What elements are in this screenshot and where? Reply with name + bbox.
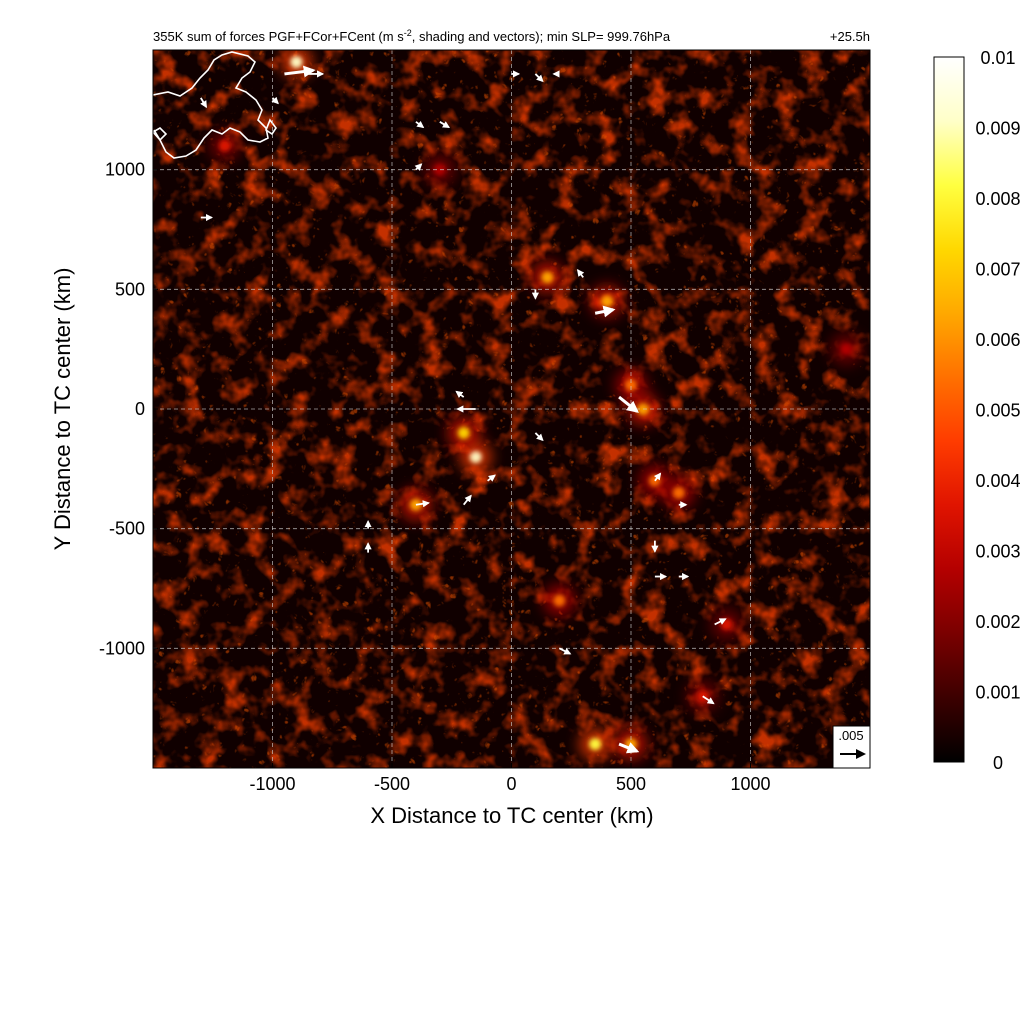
hotspot-core <box>541 271 554 284</box>
colorbar-ticks: 0 0.001 0.002 0.003 0.004 0.005 0.006 0.007 0.00… <box>975 48 1020 773</box>
y-tick-label: -1000 <box>99 638 145 658</box>
colorbar-tick-label: 0.002 <box>975 612 1020 632</box>
x-axis-label: X Distance to TC center (km) <box>370 803 653 828</box>
hotspot-core <box>469 450 482 463</box>
force-vector <box>200 97 207 109</box>
hotspot-core <box>672 486 685 499</box>
force-vector <box>415 120 425 129</box>
colorbar-tick-label: 0.008 <box>975 189 1020 209</box>
force-vector <box>415 500 430 508</box>
y-axis-label: Y Distance to TC center (km) <box>50 268 75 551</box>
coastline-path <box>153 51 269 159</box>
coastline <box>153 51 277 159</box>
force-vector <box>618 395 639 413</box>
y-tick-label: -500 <box>109 519 145 539</box>
colorbar-gradient <box>933 56 965 763</box>
force-vector <box>618 742 640 754</box>
force-vector <box>714 618 727 626</box>
hotspot-core <box>290 55 303 68</box>
x-tick-label: -500 <box>374 774 410 794</box>
force-vector <box>455 390 465 398</box>
reference-vector-label: .005 <box>838 728 863 743</box>
force-vector <box>558 647 572 655</box>
colorbar-tick-label: 0.006 <box>975 330 1020 350</box>
x-tick-label: 0 <box>506 774 516 794</box>
force-vector <box>534 432 544 442</box>
grid-layer <box>153 50 870 768</box>
force-vector <box>284 65 316 78</box>
colorbar-tick-label: 0.009 <box>975 119 1020 139</box>
force-vector <box>594 305 616 318</box>
force-vector <box>462 494 472 506</box>
colorbar-tick-label: 0.005 <box>975 401 1020 421</box>
hotspot-core <box>636 403 649 415</box>
y-axis: -1000 -500 0 500 1000 <box>99 160 158 658</box>
y-tick-label: 1000 <box>105 160 145 180</box>
reference-vector-box: .005 <box>832 725 871 769</box>
colorbar-tick-label: 0 <box>993 753 1003 773</box>
hotspot-core <box>218 139 231 152</box>
x-tick-label: 1000 <box>730 774 770 794</box>
hotspot-core <box>625 379 637 392</box>
force-vector <box>487 474 496 482</box>
plot-area: .005 <box>152 49 871 769</box>
coastline-path-2 <box>153 127 168 142</box>
force-vector <box>653 472 662 482</box>
title-superscript: -2 <box>404 28 412 38</box>
x-axis: -1000 -500 0 500 1000 <box>249 763 771 794</box>
y-tick-label: 0 <box>135 399 145 419</box>
colorbar-tick-label: 0.001 <box>975 683 1020 703</box>
hotspot-core <box>601 295 614 308</box>
time-label: +25.5h <box>830 29 870 44</box>
colorbar: 0 0.001 0.002 0.003 0.004 0.005 0.006 0.007 0.00… <box>933 48 1021 773</box>
x-tick-label: -1000 <box>249 774 295 794</box>
colorbar-tick-label: 0.007 <box>975 260 1020 280</box>
x-tick-label: 500 <box>616 774 646 794</box>
vector-layer <box>200 65 727 754</box>
hotspot-core <box>433 163 446 176</box>
hotspot-core <box>840 343 853 356</box>
y-tick-label: 500 <box>115 279 145 299</box>
hotspot-core <box>589 738 602 751</box>
force-vector <box>534 73 544 83</box>
colorbar-tick-label: 0.01 <box>980 48 1015 68</box>
force-vector <box>702 695 715 705</box>
hotspot-core <box>553 594 566 607</box>
force-vector <box>439 121 451 128</box>
colorbar-tick-label: 0.003 <box>975 542 1020 562</box>
force-vector <box>271 96 279 105</box>
force-vector <box>414 163 423 171</box>
chart-title: 355K sum of forces PGF+FCor+FCent (m s-2… <box>153 28 671 44</box>
colorbar-tick-label: 0.004 <box>975 471 1020 491</box>
hotspot-core <box>457 426 470 439</box>
force-vector <box>576 269 585 278</box>
coastline-island <box>265 118 277 136</box>
